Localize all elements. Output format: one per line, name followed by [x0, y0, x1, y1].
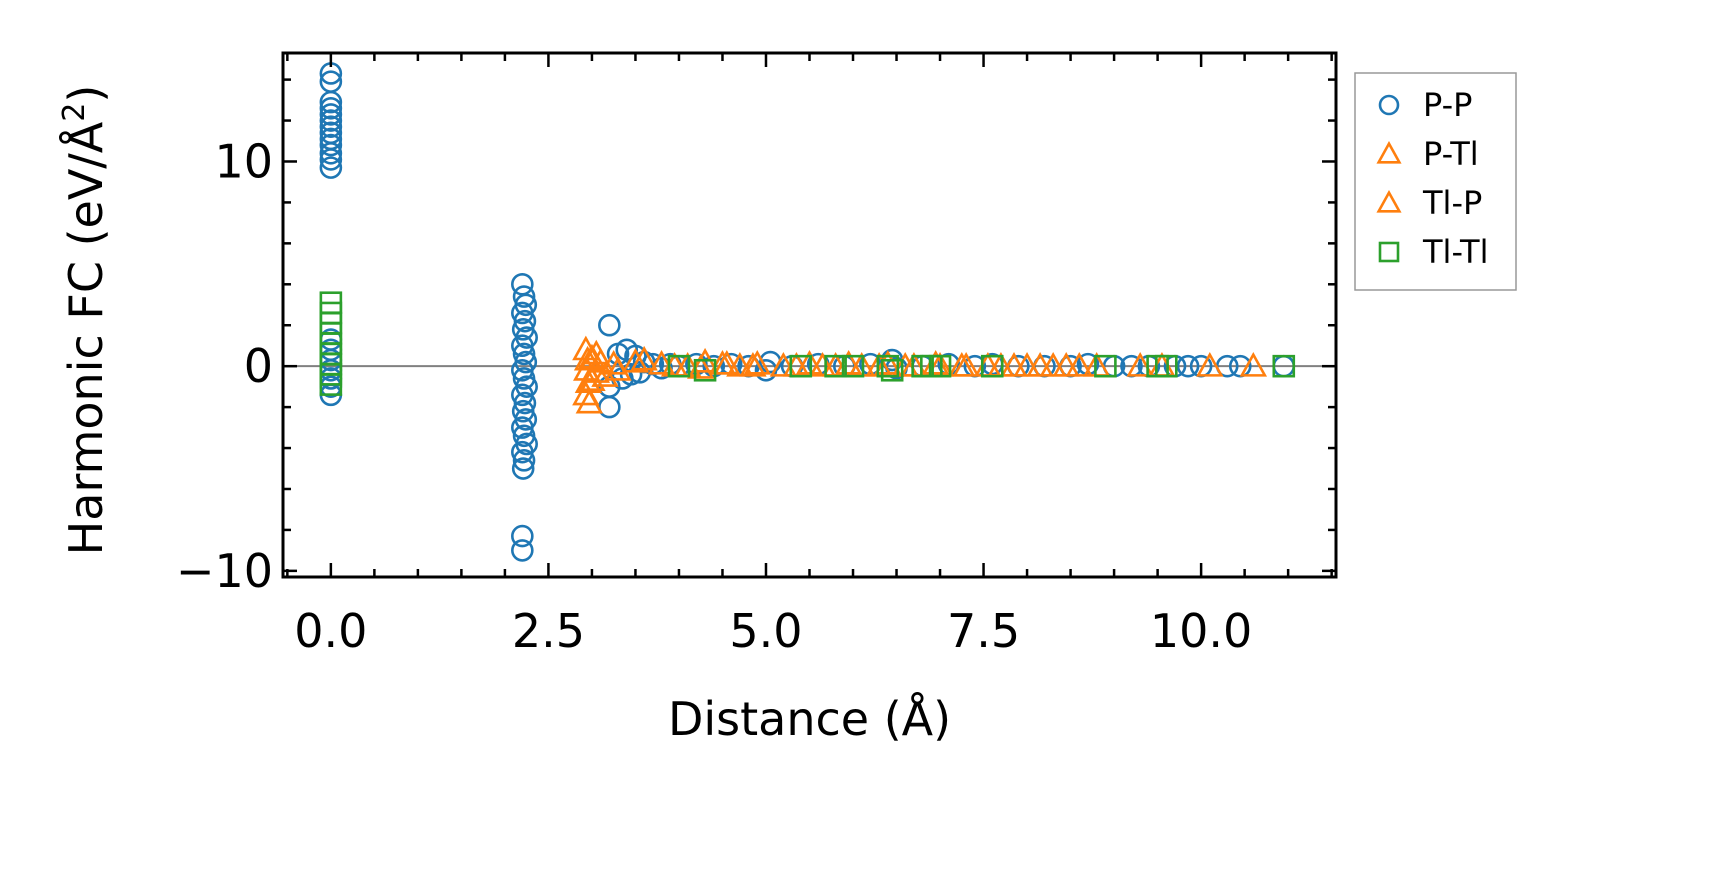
point-tl-p — [578, 366, 606, 392]
point-tl-tl — [667, 354, 691, 378]
point-tl-p — [630, 345, 658, 371]
point-p-p — [511, 334, 534, 358]
point-p-tl — [743, 349, 771, 375]
point-p-p — [513, 391, 537, 415]
legend-label-p-tl: P-Tl — [1423, 135, 1479, 173]
point-p-p — [319, 148, 343, 171]
point-tl-tl — [841, 354, 865, 378]
x-tick-label: 2.5 — [512, 604, 585, 658]
point-p-p — [319, 133, 343, 157]
data-points — [319, 62, 1296, 562]
legend-marker-tl-p — [1376, 189, 1402, 213]
point-tl-p — [808, 351, 837, 377]
point-tl-tl — [1094, 354, 1117, 378]
point-p-p — [512, 285, 536, 308]
point-p-p — [511, 416, 534, 439]
plot-area-frame — [281, 51, 1338, 579]
x-tick-label: 5.0 — [729, 604, 802, 658]
point-p-p — [512, 342, 536, 366]
point-tl-tl — [880, 358, 904, 382]
y-axis-title: Harmonic FC (eV/Å2) — [57, 85, 113, 556]
tick-labels: 0.0 2.5 5.0 7.5 10.0 −10 0 10 — [176, 134, 1252, 658]
legend-label-tl-p: Tl-P — [1422, 184, 1482, 222]
point-p-tl — [1039, 351, 1067, 377]
point-p-tl — [1013, 351, 1041, 377]
legend: P-P P-Tl Tl-P Tl-Tl — [1354, 72, 1517, 291]
point-tl-p — [713, 349, 741, 375]
legend-marker-p-tl — [1376, 140, 1402, 164]
y-tick-label: 0 — [244, 339, 273, 393]
point-p-tl — [1196, 351, 1224, 377]
point-p-p — [319, 103, 343, 126]
x-tick-label: 10.0 — [1150, 604, 1252, 658]
x-tick-label: 0.0 — [294, 604, 367, 658]
point-p-tl — [1126, 351, 1154, 377]
point-p-tl — [647, 349, 676, 375]
y-tick-label: 10 — [214, 134, 273, 188]
y-axis-title-main: Harmonic FC (eV/Å — [59, 121, 113, 555]
point-tl-p — [948, 351, 976, 377]
point-tl-p — [604, 356, 632, 381]
point-p-p — [319, 109, 343, 132]
point-p-tl — [621, 347, 650, 373]
point-tl-tl — [928, 354, 952, 378]
point-p-p — [319, 115, 343, 138]
point-p-tl — [1065, 351, 1093, 377]
point-p-tl — [591, 362, 619, 387]
point-tl-p — [739, 351, 767, 377]
point-tl-tl — [1272, 354, 1296, 378]
point-p-p — [511, 524, 534, 548]
point-tl-tl — [693, 358, 717, 382]
point-tl-p — [1000, 351, 1028, 377]
legend-marker-tl-tl — [1378, 241, 1400, 263]
point-p-p — [319, 90, 343, 114]
point-tl-p — [1052, 351, 1080, 377]
point-tl-p — [1239, 351, 1268, 377]
point-tl-tl — [1155, 354, 1178, 378]
point-p-p — [511, 457, 535, 480]
point-tl-tl — [319, 373, 343, 396]
point-tl-p — [575, 388, 604, 414]
point-p-tl — [769, 351, 798, 377]
point-p-p — [598, 313, 621, 337]
legend-marker-p-p — [1378, 94, 1400, 116]
x-axis-title: Distance (Å) — [668, 692, 951, 746]
point-p-p — [319, 141, 343, 165]
y-axis-title-superscript: 2 — [57, 103, 92, 122]
point-p-p — [1176, 354, 1200, 378]
point-p-p — [511, 358, 534, 382]
point-tl-p — [582, 339, 610, 365]
x-tick-label: 7.5 — [947, 604, 1020, 658]
point-p-tl — [573, 345, 602, 371]
legend-label-tl-tl: Tl-Tl — [1422, 233, 1488, 271]
point-p-p — [511, 539, 534, 562]
point-tl-tl — [876, 354, 900, 378]
point-tl-tl — [980, 354, 1004, 378]
point-p-p — [513, 309, 537, 333]
point-p-p — [319, 156, 343, 179]
point-p-p — [512, 449, 536, 472]
legend-label-p-p: P-P — [1423, 86, 1472, 124]
point-p-p — [511, 440, 534, 464]
point-tl-p — [1026, 351, 1054, 377]
point-p-p — [319, 96, 343, 120]
point-tl-p — [891, 351, 919, 377]
point-tl-tl — [789, 354, 813, 378]
point-tl-tl — [824, 354, 847, 378]
y-axis-title-close: ) — [59, 85, 113, 103]
y-tick-label: −10 — [176, 544, 273, 598]
